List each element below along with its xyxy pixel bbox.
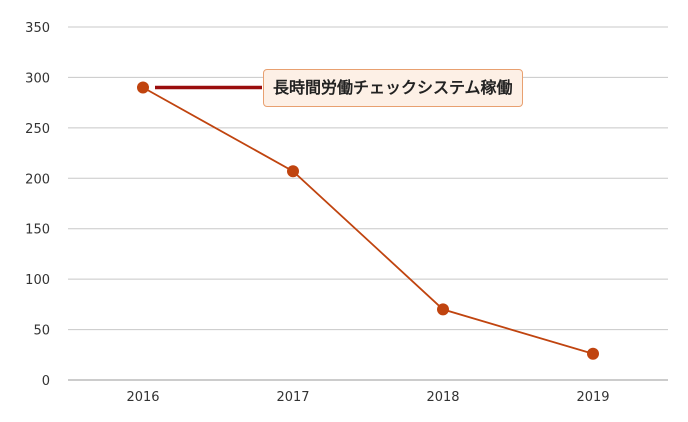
data-point: [587, 347, 599, 360]
x-tick-label: 2018: [426, 390, 459, 405]
series-line: [142, 86, 594, 355]
annotation-label: 長時間労働チェックシステム稼働: [263, 69, 523, 107]
x-tick-label: 2019: [576, 390, 609, 405]
x-tick-label: 2016: [126, 390, 159, 405]
data-point: [137, 81, 149, 94]
y-tick-label: 150: [25, 223, 50, 238]
y-tick-label: 50: [33, 324, 50, 339]
y-tick-label: 200: [25, 172, 50, 187]
data-point: [287, 165, 299, 178]
y-tick-label: 350: [25, 21, 50, 36]
x-tick-label: 2017: [276, 390, 309, 405]
y-tick-label: 0: [42, 374, 50, 389]
y-tick-label: 300: [25, 71, 50, 86]
y-tick-label: 100: [25, 273, 50, 288]
y-tick-label: 250: [25, 122, 50, 137]
data-point: [437, 303, 449, 316]
